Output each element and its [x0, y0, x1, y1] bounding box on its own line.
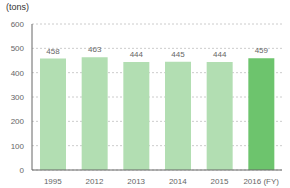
- svg-text:2014: 2014: [169, 177, 187, 186]
- html-text:(tons): (tons): [6, 2, 29, 12]
- svg-text:600: 600: [11, 20, 25, 29]
- svg-text:444: 444: [213, 50, 227, 59]
- svg-text:459: 459: [255, 46, 269, 55]
- svg-text:463: 463: [88, 45, 102, 54]
- svg-text:500: 500: [11, 44, 25, 53]
- svg-text:300: 300: [11, 93, 25, 102]
- svg-text:1995: 1995: [44, 177, 62, 186]
- svg-text:400: 400: [11, 69, 25, 78]
- svg-text:2013: 2013: [127, 177, 145, 186]
- svg-text:445: 445: [171, 50, 185, 59]
- svg-text:2016 (FY): 2016 (FY): [243, 177, 279, 186]
- svg-text:100: 100: [11, 142, 25, 151]
- svg-text:0: 0: [20, 166, 25, 175]
- svg-text:458: 458: [46, 47, 60, 56]
- svg-text:2015: 2015: [211, 177, 229, 186]
- svg-text:444: 444: [130, 50, 144, 59]
- svg-text:2012: 2012: [86, 177, 104, 186]
- svg-text:200: 200: [11, 117, 25, 126]
